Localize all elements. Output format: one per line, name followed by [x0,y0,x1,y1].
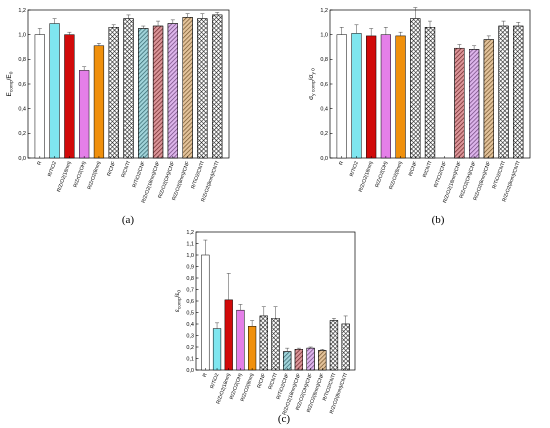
bar-hatch [138,28,149,159]
chart-panel-b: 0,0 0,2 0,4 0,6 0,8 1,0 1,2 σy comp/σy 0 R R/TiO2… [308,7,531,226]
bar-hatch [197,18,208,159]
bar-hatch [498,25,509,159]
panel-label: (b) [432,214,445,226]
y-tick-label: 1,0 [320,32,328,38]
y-tick-label: 1,2 [320,8,328,14]
y-tick-label: 0,7 [186,287,194,293]
y-tick-label: 1,0 [186,253,194,259]
y-tick-label: 0,2 [320,131,328,137]
y-tick-label: 0,8 [186,276,194,282]
bar-hatch [152,25,164,159]
y-tick-label: 0,6 [18,82,26,88]
bar-hatch [424,27,436,159]
bar-hatch [410,18,421,159]
bar [79,70,90,159]
y-tick-label: 1,2 [186,230,194,236]
y-tick-label: 0,4 [186,322,194,328]
bar [49,23,60,159]
bar [248,326,257,371]
y-tick-label: 0,4 [18,106,26,112]
bar [64,34,75,159]
bar-hatch [329,320,339,371]
category-label: R/ZrO2(8nm) [87,160,103,190]
bar-hatch [108,27,119,159]
bar-hatch [341,323,350,371]
y-tick-label: 0,5 [186,310,194,316]
bar-hatch [294,349,303,371]
category-label: R/TiO2 [47,160,58,177]
y-tick-label: 1,2 [18,8,26,14]
category-label: R/TiO2/CNF [433,161,448,189]
category-label: R/TiO2/CNTf [190,160,206,190]
y-tick-label: 0,3 [186,333,194,339]
bar-hatch [123,18,134,159]
category-label: R/CNTf [268,372,280,390]
category-label: R/CNF [256,373,267,389]
panel-label: (c) [278,413,291,425]
bar-hatch [306,347,315,371]
y-tick-label: 0,8 [320,57,328,63]
bar-hatch [259,315,268,371]
category-label: R/TiO2/CNTf [491,160,507,190]
y-axis-label: Ecomp/E0 [6,71,15,96]
y-tick-label: 1,1 [186,241,194,247]
bar [93,45,105,159]
y-tick-label: 0,0 [18,156,26,162]
y-tick-label: 0,9 [186,264,194,270]
y-tick-label: 0,2 [18,131,26,137]
bar-hatch [454,47,465,159]
bar-hatch [212,14,223,159]
y-tick-label: 0,0 [320,156,328,162]
y-tick-label: 0,1 [186,356,194,362]
category-label: R/CNF [106,161,117,177]
bar-hatch [182,17,193,159]
bar-hatch [483,39,494,159]
category-label: R/ZrO2(18nm) [56,160,73,193]
bar [366,35,377,159]
category-label: R/ZrO2(OH) [374,160,389,188]
category-label: R/ZrO2(OH) [73,160,88,188]
y-axis-label: εcomp/ε0 [174,290,183,312]
bar-hatch [469,49,480,159]
bar [201,254,210,371]
panel-label: (a) [122,214,135,226]
bar [380,34,391,159]
bar [236,309,245,371]
bar [212,328,222,371]
y-tick-label: 0,2 [186,345,194,351]
y-tick-label: 0,8 [18,57,26,63]
bar [395,35,406,159]
bar-hatch [167,23,178,159]
category-label: R [36,160,43,166]
bar-hatch [318,350,327,371]
y-axis-label: σy comp/σy 0 [308,68,317,100]
bar-hatch [283,351,292,371]
bar-hatch [513,25,524,159]
y-tick-label: 0,4 [320,106,328,112]
y-tick-label: 0,6 [320,82,328,88]
category-label: R [202,372,209,378]
bar [351,33,362,159]
category-label: R/CNTf [422,160,434,178]
category-label: R/CNTf [121,160,133,178]
category-label: R/ZrO2(18nm) [358,160,375,193]
category-label: R/ZrO2(8nm) [388,160,404,190]
bar-hatch [271,318,280,371]
category-label: R/TiO2 [349,160,360,177]
y-tick-label: 1,0 [18,32,26,38]
bar [34,34,45,159]
bar [224,299,233,371]
category-label: R/CNF [408,161,419,177]
y-tick-label: 0,6 [186,299,194,305]
chart-panel-c: 0,0 0,1 0,2 0,3 0,4 0,5 0,6 0,7 0,8 0,9 1,0 1,1 1,2 ε… [174,230,356,425]
category-label: R [338,160,345,166]
category-label: R/TiO2/CNF [132,161,147,189]
category-label: R/TiO2 [209,372,220,389]
y-tick-label: 0,0 [186,368,194,374]
bar [336,34,347,159]
